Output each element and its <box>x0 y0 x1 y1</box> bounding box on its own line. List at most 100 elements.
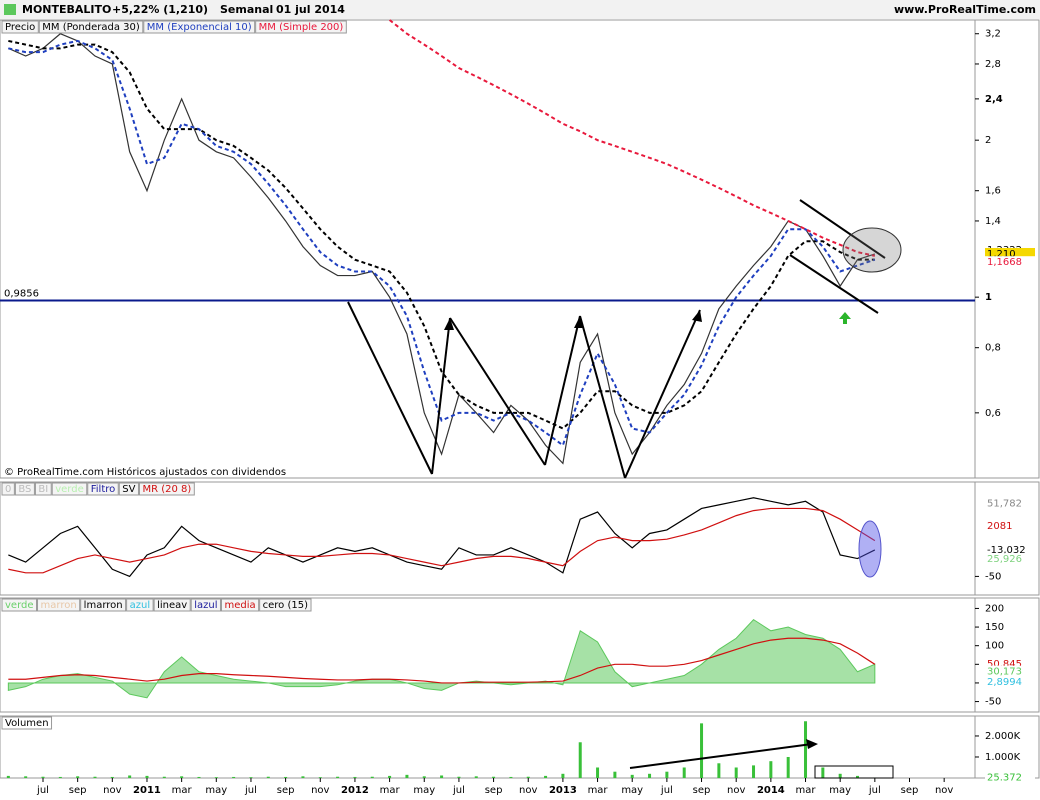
volume-bar <box>526 776 530 778</box>
price-scale <box>974 715 1040 779</box>
y-tick-label: -50 <box>985 697 1001 708</box>
x-tick-label: jul <box>868 785 881 796</box>
volume-bar <box>110 776 114 778</box>
x-tick-label: 2014 <box>757 785 785 796</box>
volume-bar <box>613 771 617 778</box>
x-tick-label: nov <box>311 785 329 796</box>
arrow-head <box>692 310 702 322</box>
price-label-bg <box>985 771 1035 784</box>
volume-bar <box>804 721 808 778</box>
legend-box <box>153 598 191 612</box>
x-tick-label: nov <box>103 785 121 796</box>
volume-bar <box>752 765 756 778</box>
legend-entry: verde <box>5 600 34 611</box>
price-label: 2081 <box>987 521 1012 532</box>
x-tick-label: jul <box>36 785 49 796</box>
x-tick-label: may <box>413 785 435 796</box>
arrow-head <box>806 739 818 749</box>
volume-bar <box>284 776 288 778</box>
drawings <box>347 199 886 769</box>
volume-bar <box>786 756 790 778</box>
legend-box <box>220 598 260 612</box>
volume-bar <box>41 776 45 778</box>
volume-bar <box>544 775 548 778</box>
x-tick-label: may <box>621 785 643 796</box>
legend-box <box>87 482 119 496</box>
price-label: 25.372 <box>987 772 1022 783</box>
price-label-bg <box>985 553 1035 566</box>
highlight-ellipse <box>842 227 902 273</box>
legend-box <box>80 598 127 612</box>
y-tick-label: 100 <box>985 641 1004 652</box>
volume-bar <box>700 723 704 778</box>
volume-bar <box>318 777 322 778</box>
legend-box <box>14 482 35 496</box>
trend-line <box>347 301 433 475</box>
volume-bar <box>856 775 860 778</box>
legend-box <box>190 598 221 612</box>
volume-bar <box>492 776 496 778</box>
y-tick-label: 150 <box>985 622 1004 633</box>
price-label-bg <box>985 543 1035 556</box>
volume-bar <box>422 776 426 778</box>
price-label: 25,926 <box>987 554 1022 565</box>
volume-bar <box>301 776 305 778</box>
y-tick-label: 1,4 <box>985 216 1001 227</box>
price-scale <box>974 597 1040 713</box>
volume-bar <box>232 776 236 778</box>
legend-entry: lmarron <box>84 600 123 611</box>
volume-bar <box>648 773 652 778</box>
price-label: 1,210 <box>987 249 1016 260</box>
y-tick-label: 1.000K <box>985 752 1021 763</box>
y-tick-label: -50 <box>985 571 1001 582</box>
volume-bar <box>249 777 253 778</box>
volume-bar <box>370 776 374 778</box>
x-tick-label: sep <box>901 785 919 796</box>
trend-line <box>624 309 701 479</box>
reference-label: 0,9856 <box>4 288 39 299</box>
volume-bar <box>630 774 634 778</box>
x-tick-label: nov <box>519 785 537 796</box>
legend-entry: verde <box>55 484 84 495</box>
volume-bar <box>578 742 582 778</box>
series-line <box>8 497 876 578</box>
series-line <box>8 637 876 684</box>
volume-bar <box>717 763 721 778</box>
volume-bar <box>214 777 218 778</box>
volume-bar <box>93 776 97 778</box>
legend-box <box>34 482 52 496</box>
trend-line <box>544 315 581 466</box>
legend-entry: SV <box>122 484 135 495</box>
footnote: © ProRealTime.com Históricos ajustados c… <box>4 466 286 478</box>
volume-bar <box>665 771 669 778</box>
volume-bar <box>405 774 409 778</box>
volume-bar <box>440 775 444 778</box>
legend-entry: lazul <box>194 600 217 611</box>
volume-bar <box>24 776 28 778</box>
volume-bar <box>6 775 10 778</box>
price-label-bg <box>985 497 1035 510</box>
volume-box <box>814 765 894 779</box>
trend-line <box>431 317 451 475</box>
y-tick-label: 3,2 <box>985 29 1001 40</box>
x-tick-label: nov <box>935 785 953 796</box>
x-tick-label: mar <box>380 785 401 796</box>
price-label-bg <box>985 256 1035 269</box>
legend-box <box>1 20 39 34</box>
title: MONTEBALITO <box>22 3 111 16</box>
legend-box <box>38 20 144 34</box>
x-tick-label: jul <box>452 785 465 796</box>
legend-entry: MR (20 8) <box>142 484 191 495</box>
price-label-bg <box>985 665 1035 678</box>
volume-bar <box>734 767 738 778</box>
x-tick-label: may <box>205 785 227 796</box>
legend-box <box>255 20 347 34</box>
volume-bar <box>596 767 600 778</box>
x-tick-label: jul <box>244 785 257 796</box>
highlight-ellipse <box>858 520 882 578</box>
y-tick-label: 2.000K <box>985 731 1021 742</box>
legend-box <box>1 598 38 612</box>
price-label: 2,8994 <box>987 677 1022 688</box>
series-line <box>8 33 876 465</box>
x-tick-label: jul <box>660 785 673 796</box>
